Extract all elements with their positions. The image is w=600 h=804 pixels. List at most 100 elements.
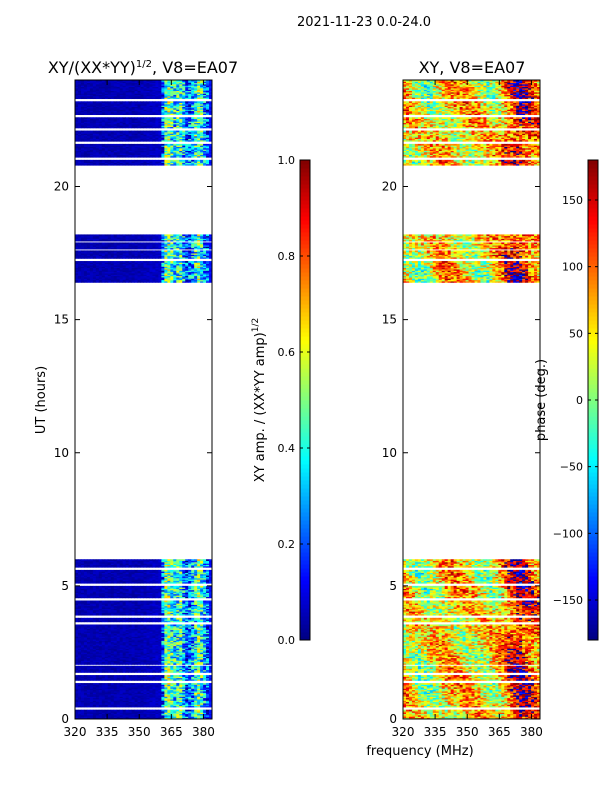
amp-cell xyxy=(185,675,188,677)
amp-cell xyxy=(105,624,108,626)
amp-cell xyxy=(78,624,81,626)
amp-cell xyxy=(152,666,155,668)
amp-cell xyxy=(194,601,197,603)
amp-cell xyxy=(197,570,200,572)
amp-row xyxy=(75,601,212,603)
amp-cell xyxy=(114,570,117,572)
amp-cell xyxy=(132,683,135,685)
amp-cell xyxy=(182,586,185,588)
amp-cell xyxy=(188,683,191,685)
amp-cell xyxy=(179,586,182,588)
amp-cell xyxy=(149,624,152,626)
amp-cell xyxy=(206,624,209,626)
amp-cell xyxy=(188,624,191,626)
amp-cell xyxy=(108,586,111,588)
amp-cell xyxy=(102,570,105,572)
amp-cell xyxy=(170,586,173,588)
amp-cell xyxy=(185,666,188,668)
amp-cell xyxy=(149,710,152,712)
amp-row xyxy=(75,570,212,572)
amp-row xyxy=(75,666,212,668)
amp-cell xyxy=(179,666,182,668)
amp-cell xyxy=(141,675,144,677)
amp-cell xyxy=(203,570,206,572)
amp-cell xyxy=(78,683,81,685)
amp-cell xyxy=(161,570,164,572)
amp-cell xyxy=(144,710,147,712)
amp-cell xyxy=(132,618,135,620)
amp-cell xyxy=(146,559,149,561)
amp-title-main: XY/(XX*YY) xyxy=(48,58,136,77)
amp-cell xyxy=(173,601,176,603)
amp-cell xyxy=(75,570,78,572)
amp-cell xyxy=(90,601,93,603)
amp-cell xyxy=(176,586,179,588)
amp-cell xyxy=(135,624,138,626)
amp-cell xyxy=(179,624,182,626)
amp-cell xyxy=(120,624,123,626)
amp-cell xyxy=(102,618,105,620)
amp-cell xyxy=(182,624,185,626)
amp-cell xyxy=(99,683,102,685)
amp-cell xyxy=(188,618,191,620)
amp-cell xyxy=(144,618,147,620)
amp-cell xyxy=(105,710,108,712)
amp-cell xyxy=(129,710,132,712)
amp-cell xyxy=(114,624,117,626)
amp-cell xyxy=(87,624,90,626)
amp-cell xyxy=(185,559,188,561)
amp-cell xyxy=(194,570,197,572)
amp-cell xyxy=(170,624,173,626)
amp-cell xyxy=(132,624,135,626)
amp-cell xyxy=(123,618,126,620)
amp-cell xyxy=(200,618,203,620)
amp-cell xyxy=(105,601,108,603)
amp-cell xyxy=(111,601,114,603)
amp-cell xyxy=(146,624,149,626)
amp-cell xyxy=(149,586,152,588)
amp-cell xyxy=(75,601,78,603)
amp-cell xyxy=(75,666,78,668)
amp-title-tail: , V8=EA07 xyxy=(152,58,238,77)
amp-cell xyxy=(108,618,111,620)
amp-cell xyxy=(170,570,173,572)
amp-cell xyxy=(102,666,105,668)
amp-cell xyxy=(129,559,132,561)
amp-cell xyxy=(81,624,84,626)
amp-cell xyxy=(200,666,203,668)
amp-cell xyxy=(206,570,209,572)
amp-cell xyxy=(108,559,111,561)
amp-cell xyxy=(90,675,93,677)
amp-cell xyxy=(164,559,167,561)
amp-cell xyxy=(194,586,197,588)
amp-cell xyxy=(164,624,167,626)
amp-cell xyxy=(126,618,129,620)
amp-cell xyxy=(114,601,117,603)
amp-cell xyxy=(182,618,185,620)
amp-row xyxy=(75,675,212,677)
amp-cell xyxy=(203,666,206,668)
amp-cell xyxy=(197,683,200,685)
amp-cell xyxy=(135,559,138,561)
amp-cell xyxy=(191,601,194,603)
amp-cell xyxy=(155,586,158,588)
amp-cell xyxy=(75,618,78,620)
amp-cell xyxy=(164,601,167,603)
amp-cell xyxy=(90,666,93,668)
amp-cell xyxy=(93,624,96,626)
amp-cell xyxy=(144,570,147,572)
amp-cell xyxy=(129,586,132,588)
amp-cell xyxy=(96,586,99,588)
amp-cell xyxy=(206,675,209,677)
amp-cell xyxy=(176,666,179,668)
amp-cell xyxy=(111,683,114,685)
amp-cell xyxy=(126,570,129,572)
amp-cell xyxy=(123,586,126,588)
figure-suptitle: 2021-11-23 0.0-24.0 xyxy=(297,15,431,30)
amp-cell xyxy=(188,666,191,668)
amp-cell xyxy=(203,559,206,561)
amp-cell xyxy=(161,586,164,588)
amp-cell xyxy=(167,586,170,588)
amp-cell xyxy=(144,559,147,561)
amp-cell xyxy=(123,683,126,685)
